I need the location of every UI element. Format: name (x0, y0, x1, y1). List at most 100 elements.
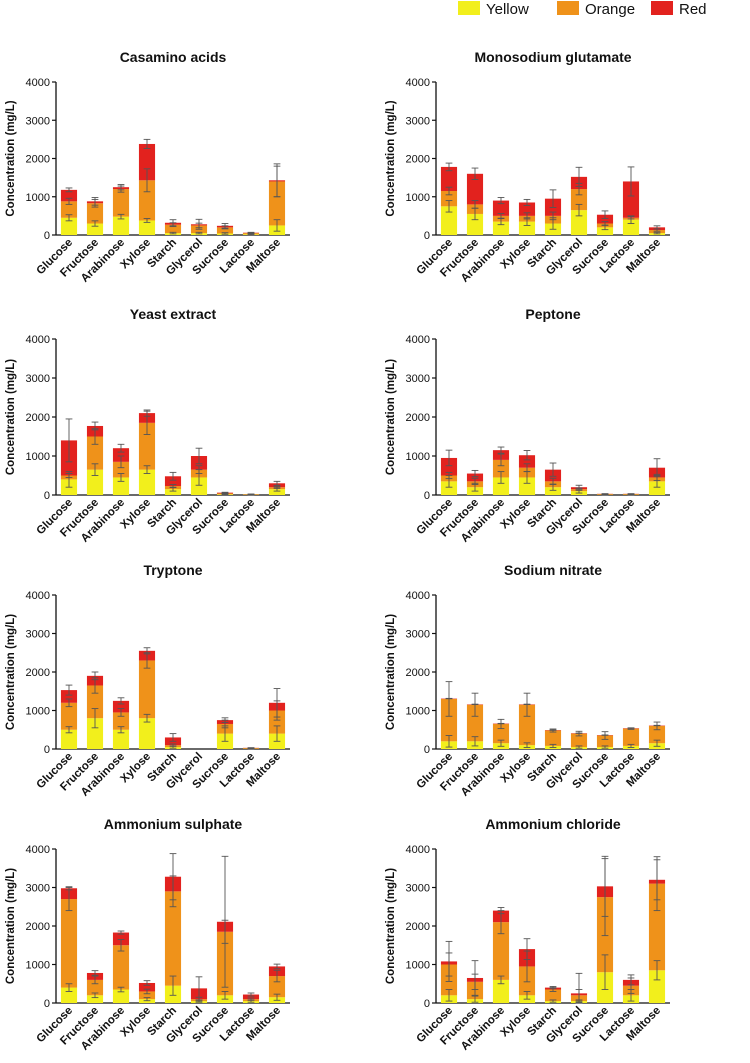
bar-yellow-arabinose (112, 477, 130, 495)
panel-tryptone: Tryptone Concentration (mg/L) 0 1000 2000 300… (5, 562, 290, 799)
bar-orange-arabinose (112, 712, 130, 730)
y-tick-label: 3000 (406, 629, 430, 641)
bar-orange-fructose (86, 203, 104, 224)
bar-yellow-arabinose (492, 477, 510, 495)
bar-yellow-arabinose (112, 989, 130, 1003)
bar-orange-starch (164, 891, 182, 986)
y-axis-label: Concentration (mg/L) (385, 868, 397, 984)
bar-orange-arabinose (492, 459, 510, 478)
legend-swatch-orange (557, 1, 579, 15)
y-tick-label: 3000 (406, 883, 430, 895)
bar-yellow-starch (544, 487, 562, 495)
bar-orange-xylose (138, 660, 156, 719)
y-tick-label: 3000 (26, 629, 50, 641)
bar-orange-glucose (440, 191, 458, 207)
bar-yellow-lactose (622, 219, 640, 235)
bar-red-glucose (60, 189, 78, 202)
bar-orange-fructose (466, 704, 484, 742)
bar-red-xylose (518, 455, 536, 468)
bar-yellow-glycerol (190, 477, 208, 495)
y-tick-label: 0 (44, 230, 50, 242)
y-tick-label: 2000 (406, 667, 430, 679)
y-tick-label: 1000 (26, 960, 50, 972)
y-tick-label: 2000 (26, 667, 50, 679)
bar-orange-arabinose (112, 945, 130, 990)
bar-orange-starch (164, 224, 182, 234)
bar-yellow-maltose (648, 970, 666, 1003)
y-tick-label: 2000 (26, 154, 50, 166)
bar-orange-arabinose (492, 922, 510, 980)
bar-orange-xylose (138, 422, 156, 470)
bar-yellow-maltose (648, 481, 666, 495)
bar-orange-arabinose (112, 189, 130, 217)
y-tick-label: 3000 (26, 883, 50, 895)
y-axis-label: Concentration (mg/L) (5, 100, 17, 216)
y-tick-label: 1000 (406, 960, 430, 972)
bar-yellow-fructose (86, 469, 104, 495)
y-tick-label: 0 (424, 490, 430, 502)
bar-yellow-xylose (518, 221, 536, 235)
bar-red-arabinose (112, 448, 130, 462)
bar-yellow-starch (164, 489, 182, 495)
y-tick-label: 1000 (406, 706, 430, 718)
y-tick-label: 0 (44, 744, 50, 756)
panel-yeast-extract: Yeast extract Concentration (mg/L) 0 1000 20… (5, 306, 290, 545)
bar-orange-sucrose (596, 735, 614, 748)
y-tick-label: 4000 (406, 590, 430, 602)
bar-yellow-glucose (440, 206, 458, 235)
y-tick-label: 1000 (406, 192, 430, 204)
y-tick-label: 0 (424, 744, 430, 756)
y-axis-label: Concentration (mg/L) (5, 868, 17, 984)
bar-red-arabinose (492, 200, 510, 216)
bar-yellow-arabinose (112, 216, 130, 235)
bar-orange-arabinose (492, 723, 510, 744)
bar-yellow-maltose (268, 489, 286, 495)
y-tick-label: 1000 (26, 451, 50, 463)
panel-title: Yeast extract (130, 306, 217, 322)
y-tick-label: 2000 (26, 412, 50, 424)
bar-red-glucose (60, 690, 78, 703)
bar-orange-glucose (60, 702, 78, 730)
bar-orange-fructose (86, 979, 104, 996)
bar-orange-xylose (138, 991, 156, 1000)
bar-yellow-xylose (518, 477, 536, 495)
panel-monosodium-glutamate: Monosodium glutamate Concentration (mg/L)… (385, 49, 670, 285)
bar-red-starch (164, 476, 182, 487)
bar-yellow-glycerol (570, 210, 588, 235)
bar-orange-starch (544, 989, 562, 1002)
y-tick-label: 3000 (26, 373, 50, 385)
bar-yellow-fructose (86, 718, 104, 749)
y-axis-label: Concentration (mg/L) (385, 100, 397, 216)
y-tick-label: 4000 (26, 334, 50, 346)
bar-yellow-fructose (86, 223, 104, 235)
y-tick-label: 2000 (406, 921, 430, 933)
panel-peptone: Peptone Concentration (mg/L) 0 1000 2000 3000… (385, 306, 670, 545)
bar-yellow-arabinose (112, 729, 130, 749)
bar-yellow-fructose (86, 995, 104, 1003)
panel-title: Ammonium sulphate (104, 816, 243, 832)
legend-swatch-red (651, 1, 673, 15)
legend-label-red: Red (679, 1, 707, 18)
bar-yellow-xylose (138, 718, 156, 749)
y-tick-label: 2000 (406, 154, 430, 166)
y-axis-label: Concentration (mg/L) (385, 614, 397, 730)
y-tick-label: 1000 (26, 192, 50, 204)
y-tick-label: 1000 (26, 706, 50, 718)
panel-sodium-nitrate: Sodium nitrate Concentration (mg/L) 0 1000 2… (385, 562, 670, 799)
legend-swatch-yellow (458, 1, 480, 15)
y-tick-label: 3000 (406, 373, 430, 385)
y-tick-label: 4000 (26, 844, 50, 856)
bar-red-arabinose (112, 700, 130, 713)
bar-yellow-glucose (440, 481, 458, 495)
y-tick-label: 4000 (406, 77, 430, 89)
bar-yellow-arabinose (492, 221, 510, 235)
y-tick-label: 4000 (406, 334, 430, 346)
bar-orange-maltose (268, 181, 286, 226)
bar-red-glucose (440, 457, 458, 476)
y-tick-label: 2000 (406, 412, 430, 424)
bar-orange-glycerol (570, 733, 588, 748)
bar-yellow-xylose (138, 220, 156, 235)
panel-title: Monosodium glutamate (474, 49, 631, 65)
bar-yellow-fructose (466, 213, 484, 235)
